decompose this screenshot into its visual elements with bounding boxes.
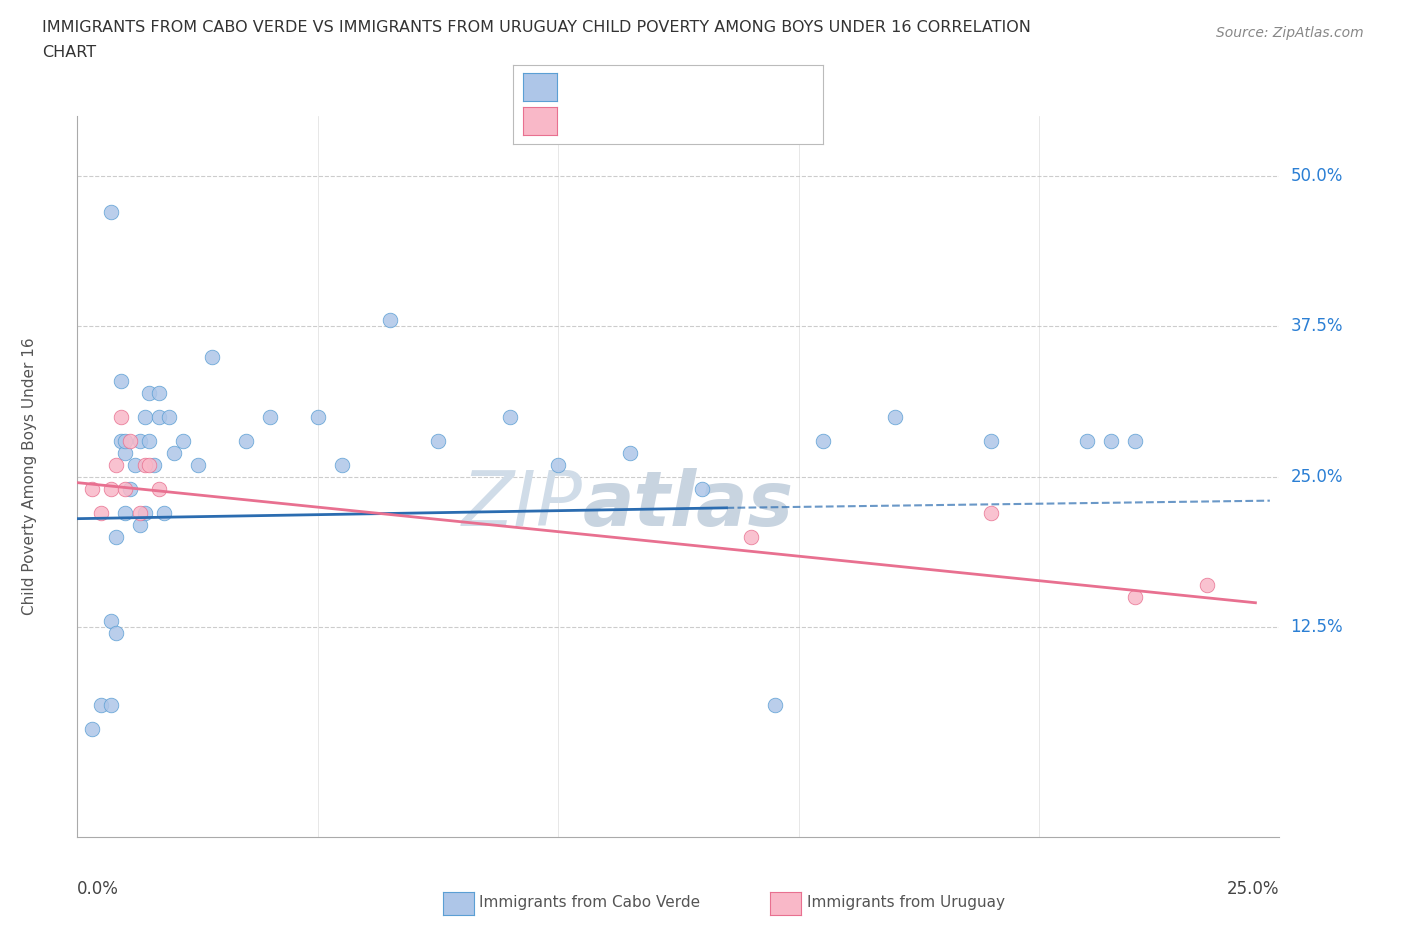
Point bbox=[1076, 433, 1098, 448]
Point bbox=[1197, 578, 1219, 592]
Point bbox=[80, 481, 103, 496]
Text: -0.273: -0.273 bbox=[606, 111, 671, 129]
Point bbox=[1123, 590, 1146, 604]
Point bbox=[80, 722, 103, 737]
Text: 50.0%: 50.0% bbox=[1291, 167, 1343, 185]
Point bbox=[692, 481, 714, 496]
Point bbox=[120, 481, 142, 496]
Point bbox=[104, 529, 127, 544]
Point bbox=[134, 458, 156, 472]
Point bbox=[157, 409, 180, 424]
Point bbox=[153, 505, 176, 520]
Point bbox=[100, 481, 122, 496]
Text: N = 47: N = 47 bbox=[676, 77, 740, 96]
Point bbox=[138, 433, 160, 448]
Text: 0.025: 0.025 bbox=[606, 77, 669, 96]
Point bbox=[114, 481, 136, 496]
Point bbox=[980, 505, 1002, 520]
Point bbox=[134, 409, 156, 424]
Point bbox=[1099, 433, 1122, 448]
Point bbox=[259, 409, 281, 424]
Point bbox=[100, 614, 122, 629]
Text: Immigrants from Uruguay: Immigrants from Uruguay bbox=[807, 895, 1005, 910]
Point bbox=[143, 458, 166, 472]
Point bbox=[134, 505, 156, 520]
Text: 0.0%: 0.0% bbox=[77, 880, 120, 898]
Point bbox=[128, 517, 150, 532]
Point bbox=[138, 385, 160, 400]
Text: IMMIGRANTS FROM CABO VERDE VS IMMIGRANTS FROM URUGUAY CHILD POVERTY AMONG BOYS U: IMMIGRANTS FROM CABO VERDE VS IMMIGRANTS… bbox=[42, 20, 1031, 35]
Text: R =: R = bbox=[564, 77, 603, 96]
Text: 25.0%: 25.0% bbox=[1291, 468, 1343, 485]
Text: N = 15: N = 15 bbox=[676, 111, 740, 129]
Point bbox=[307, 409, 329, 424]
Text: ZIP: ZIP bbox=[461, 469, 582, 542]
Point bbox=[201, 349, 224, 364]
Text: 12.5%: 12.5% bbox=[1291, 618, 1343, 636]
Text: 25.0%: 25.0% bbox=[1227, 880, 1279, 898]
Point bbox=[980, 433, 1002, 448]
Point bbox=[499, 409, 522, 424]
Point bbox=[110, 433, 132, 448]
Point bbox=[120, 433, 142, 448]
Point bbox=[114, 445, 136, 460]
Point bbox=[186, 458, 209, 472]
Point bbox=[619, 445, 641, 460]
Text: CHART: CHART bbox=[42, 45, 96, 60]
Point bbox=[100, 205, 122, 219]
Text: R =: R = bbox=[564, 111, 603, 129]
Point bbox=[128, 433, 150, 448]
Point bbox=[172, 433, 194, 448]
Point bbox=[100, 698, 122, 712]
Point bbox=[378, 313, 401, 328]
Point bbox=[427, 433, 450, 448]
Point bbox=[110, 373, 132, 388]
Text: Immigrants from Cabo Verde: Immigrants from Cabo Verde bbox=[479, 895, 700, 910]
Point bbox=[1123, 433, 1146, 448]
Point bbox=[148, 481, 170, 496]
Point bbox=[90, 698, 112, 712]
Point bbox=[114, 433, 136, 448]
Point bbox=[740, 529, 762, 544]
Point bbox=[90, 505, 112, 520]
Point bbox=[330, 458, 353, 472]
Point bbox=[811, 433, 834, 448]
Point bbox=[148, 409, 170, 424]
Point bbox=[124, 458, 146, 472]
Point bbox=[128, 505, 150, 520]
Point bbox=[162, 445, 184, 460]
Text: Source: ZipAtlas.com: Source: ZipAtlas.com bbox=[1216, 26, 1364, 40]
Text: Child Poverty Among Boys Under 16: Child Poverty Among Boys Under 16 bbox=[21, 338, 37, 616]
Point bbox=[235, 433, 257, 448]
Point bbox=[104, 625, 127, 640]
Text: atlas: atlas bbox=[582, 469, 793, 542]
Point bbox=[104, 458, 127, 472]
Text: 37.5%: 37.5% bbox=[1291, 317, 1343, 336]
Point bbox=[114, 505, 136, 520]
Point bbox=[110, 409, 132, 424]
Point bbox=[148, 385, 170, 400]
Point bbox=[138, 458, 160, 472]
Point bbox=[547, 458, 569, 472]
Point bbox=[763, 698, 786, 712]
Point bbox=[883, 409, 905, 424]
